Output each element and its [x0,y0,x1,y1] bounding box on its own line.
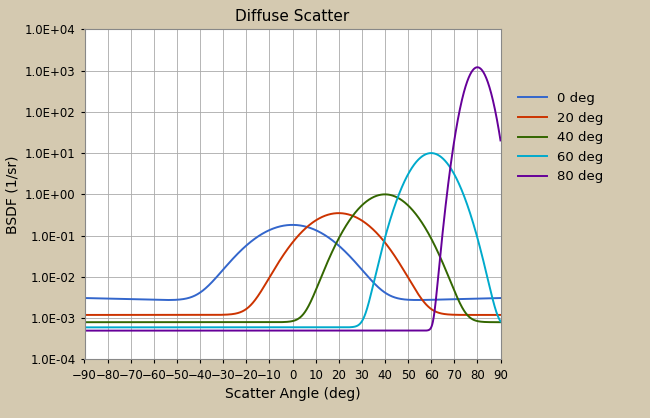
X-axis label: Scatter Angle (deg): Scatter Angle (deg) [225,387,360,401]
20 deg [497,312,504,317]
40 deg [283,319,291,324]
0 deg [497,296,504,301]
0 deg [485,296,493,301]
20 deg [408,282,416,287]
60 deg [408,165,416,170]
Y-axis label: BSDF (1/sr): BSDF (1/sr) [5,155,19,234]
0 deg [409,298,417,303]
0 deg [163,298,171,303]
40 deg [81,320,88,325]
80 deg [81,328,88,333]
0 deg [283,223,291,228]
40 deg [272,320,280,325]
80 deg [485,82,493,87]
Line: 40 deg: 40 deg [84,194,500,322]
60 deg [484,279,492,284]
20 deg [102,312,110,317]
Legend: 0 deg, 20 deg, 40 deg, 60 deg, 80 deg: 0 deg, 20 deg, 40 deg, 60 deg, 80 deg [512,85,610,190]
80 deg [484,82,492,87]
20 deg [272,265,280,270]
Title: Diffuse Scatter: Diffuse Scatter [235,9,350,24]
40 deg [485,320,493,325]
20 deg [484,312,492,317]
80 deg [102,328,110,333]
0 deg [289,222,296,227]
60 deg [485,280,493,285]
0 deg [272,225,280,230]
20 deg [81,312,88,317]
Line: 80 deg: 80 deg [84,67,500,331]
40 deg [408,207,416,212]
60 deg [272,325,280,330]
Line: 0 deg: 0 deg [84,225,500,300]
Line: 20 deg: 20 deg [84,213,500,315]
60 deg [497,319,504,324]
80 deg [473,65,481,70]
80 deg [272,328,280,333]
40 deg [497,320,504,325]
80 deg [497,138,504,143]
40 deg [484,320,492,325]
0 deg [485,296,493,301]
60 deg [283,325,291,330]
80 deg [408,328,416,333]
60 deg [102,325,110,330]
20 deg [283,247,291,252]
80 deg [283,328,291,333]
0 deg [81,296,88,301]
20 deg [485,312,493,317]
Line: 60 deg: 60 deg [84,153,500,327]
40 deg [102,320,110,325]
20 deg [335,211,343,216]
40 deg [381,192,389,197]
60 deg [427,150,435,155]
0 deg [102,296,110,301]
60 deg [81,325,88,330]
